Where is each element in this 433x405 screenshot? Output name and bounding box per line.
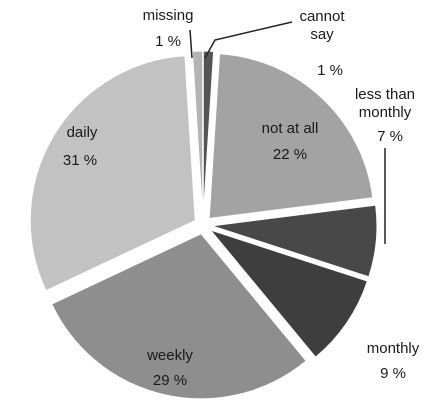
pie-slice [208, 229, 368, 358]
slice-value-label: 29 % [152, 372, 188, 389]
leader-line [189, 29, 193, 59]
slice-value-label: 1 % [317, 62, 343, 79]
slice-label: not at all [261, 120, 319, 137]
slice-value-label: 9 % [380, 365, 406, 382]
slice-label: missing [142, 7, 194, 24]
leader-line [204, 21, 293, 59]
slice-value-label: 31 % [62, 152, 98, 169]
slice-value-label: 7 % [377, 128, 403, 145]
slice-value-label: 1 % [155, 33, 181, 50]
pie-slice [51, 233, 307, 400]
slice-label: weekly [147, 347, 193, 364]
pie-slice [211, 204, 378, 278]
pie-slice [191, 50, 204, 217]
slice-value-label: 22 % [272, 146, 308, 163]
slice-label: cannot say [299, 8, 345, 43]
slice-label: daily [66, 124, 98, 141]
slice-label: monthly [366, 340, 420, 357]
pie-slice [29, 55, 196, 292]
slice-label: less than monthly [354, 86, 416, 121]
pie-slice [208, 53, 374, 220]
